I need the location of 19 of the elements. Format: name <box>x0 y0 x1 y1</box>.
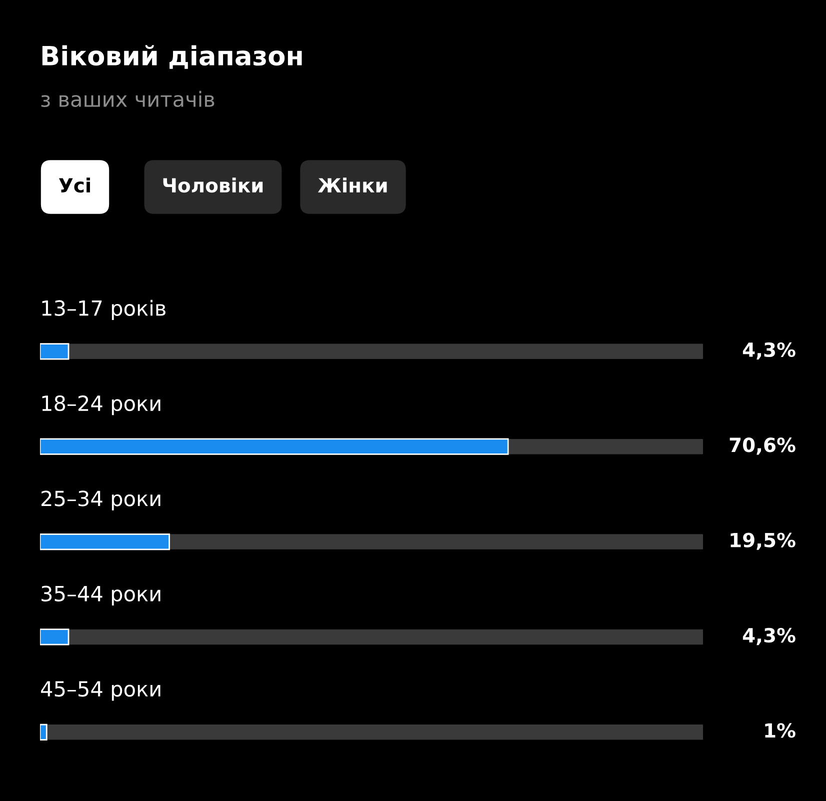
chart-title: Віковий діапазон <box>42 45 302 69</box>
bar <box>40 628 70 646</box>
y-tick-label: 25–34 роки <box>42 490 160 510</box>
data-label: 70,6% <box>730 438 796 455</box>
text: Чоловіки <box>163 178 263 193</box>
text: Усі <box>58 178 90 193</box>
y-tick-label: 35–44 роки <box>42 586 160 606</box>
bar <box>40 343 70 360</box>
bar <box>40 533 170 550</box>
text: Жінки <box>318 178 387 192</box>
data-label: 1% <box>765 723 796 738</box>
y-tick-label: 45–54 роки <box>41 681 160 701</box>
data-label: 4,3% <box>742 628 796 646</box>
y-tick-label: 13–17 років <box>42 300 166 320</box>
y-tick-label: 18–24 роки <box>42 395 160 416</box>
chart-subtitle: з ваших читачів <box>41 90 214 108</box>
data-label: 19,5% <box>730 532 796 550</box>
data-label: 4,3% <box>742 342 796 360</box>
bar <box>40 724 48 740</box>
